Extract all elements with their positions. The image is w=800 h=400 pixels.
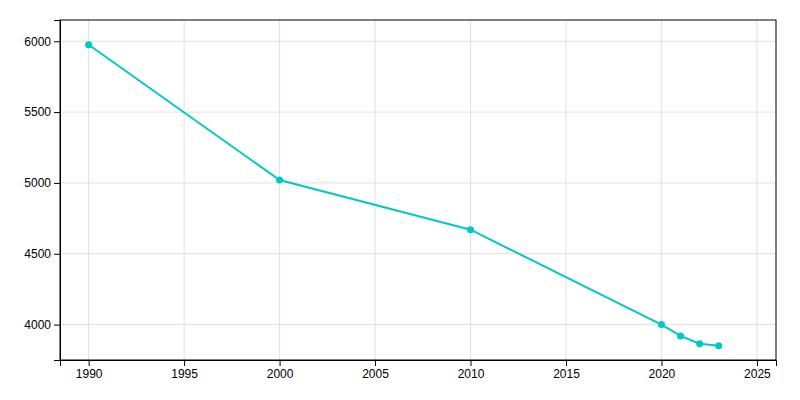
tick: 5500	[24, 105, 60, 119]
axis-line	[61, 361, 777, 367]
point	[276, 177, 283, 184]
tick-label: 2000	[267, 367, 294, 381]
point	[696, 340, 703, 347]
point	[715, 342, 722, 349]
chart: 1990 1995 2000 2005 2010 2015 2020 2025 4000 4500…	[0, 0, 800, 400]
tick-label: 1995	[171, 367, 198, 381]
line	[89, 45, 719, 346]
tick-mark	[54, 183, 60, 184]
tick-mark	[471, 360, 472, 366]
tick-mark	[757, 360, 758, 366]
tick-label: 2005	[362, 367, 389, 381]
tick-label: 2025	[744, 367, 771, 381]
tick-label: 4500	[24, 247, 51, 261]
point	[467, 226, 474, 233]
tick-label: 1990	[76, 367, 103, 381]
tick-label: 2010	[458, 367, 485, 381]
plot: 1990 1995 2000 2005 2010 2015 2020 2025 4000 4500…	[24, 20, 776, 381]
tick: 6000	[24, 35, 60, 49]
grid-line-y	[60, 324, 776, 325]
point	[677, 332, 684, 339]
tick-mark	[375, 360, 376, 366]
tick-mark	[566, 360, 567, 366]
grid-line-y	[60, 41, 776, 42]
tick: 5000	[24, 176, 60, 190]
tick-label: 2020	[649, 367, 676, 381]
tick: 2000	[267, 360, 294, 381]
grid-line-x	[756, 20, 757, 360]
grid-line-y	[60, 112, 776, 113]
tick-label: 5000	[24, 176, 51, 190]
tick: 2020	[649, 360, 676, 381]
tick: 1995	[171, 360, 198, 381]
grid-line-y	[60, 182, 776, 183]
axis-line	[54, 21, 61, 361]
marks	[85, 41, 722, 349]
tick-label: 2015	[553, 367, 580, 381]
plot-frame	[60, 20, 776, 360]
point	[658, 321, 665, 328]
tick-mark	[661, 360, 662, 366]
tick: 2015	[553, 360, 580, 381]
grid-line-x	[184, 20, 185, 360]
tick-mark	[54, 112, 60, 113]
tick-mark	[280, 360, 281, 366]
tick-label: 6000	[24, 35, 51, 49]
tick: 4500	[24, 247, 60, 261]
grid-line-x	[88, 20, 89, 360]
tick-label: 4000	[24, 318, 51, 332]
tick: 2005	[362, 360, 389, 381]
tick-label: 5500	[24, 105, 51, 119]
tick-mark	[54, 254, 60, 255]
grid-line-x	[470, 20, 471, 360]
tick: 2025	[744, 360, 771, 381]
tick-mark	[184, 360, 185, 366]
grid-line-x	[565, 20, 566, 360]
tick: 4000	[24, 318, 60, 332]
grid-line-x	[375, 20, 376, 360]
y-axis: 4000 4500 5000 5500 6000	[24, 21, 60, 361]
tick: 1990	[76, 360, 103, 381]
point	[85, 41, 92, 48]
tick-mark	[54, 325, 60, 326]
x-axis: 1990 1995 2000 2005 2010 2015 2020 2025	[61, 360, 777, 381]
grid-line-y	[60, 253, 776, 254]
tick-mark	[89, 360, 90, 366]
grid	[60, 20, 776, 360]
grid-line-x	[279, 20, 280, 360]
tick: 2010	[458, 360, 485, 381]
tick-mark	[54, 41, 60, 42]
grid-line-x	[661, 20, 662, 360]
